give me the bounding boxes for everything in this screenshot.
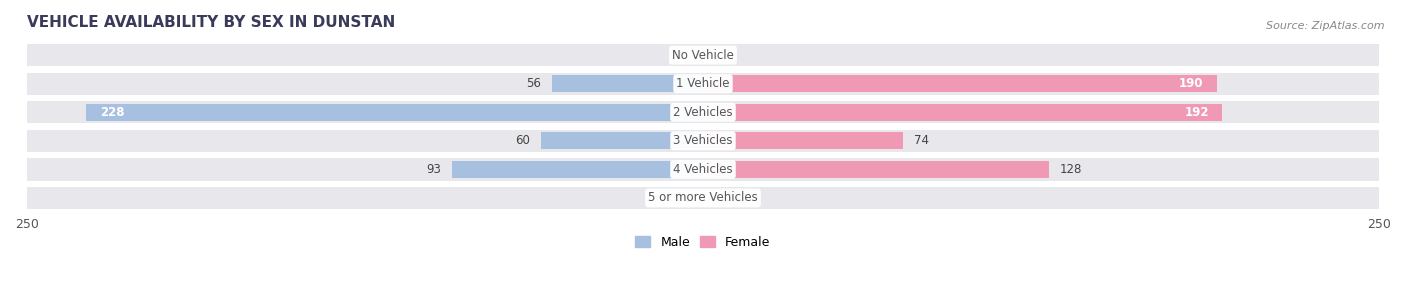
Text: 1 Vehicle: 1 Vehicle xyxy=(676,77,730,90)
Bar xyxy=(86,104,703,120)
Text: 60: 60 xyxy=(515,134,530,147)
Bar xyxy=(541,132,703,149)
Bar xyxy=(27,130,1379,152)
Text: 74: 74 xyxy=(914,134,929,147)
Bar xyxy=(703,75,1216,92)
Text: VEHICLE AVAILABILITY BY SEX IN DUNSTAN: VEHICLE AVAILABILITY BY SEX IN DUNSTAN xyxy=(27,15,395,30)
Bar xyxy=(27,187,1379,209)
Text: 0: 0 xyxy=(724,192,733,204)
Bar xyxy=(27,158,1379,181)
Text: 0: 0 xyxy=(673,192,682,204)
Text: 228: 228 xyxy=(100,106,125,119)
Text: 192: 192 xyxy=(1184,106,1209,119)
Text: 128: 128 xyxy=(1060,163,1083,176)
Bar xyxy=(703,104,1222,120)
Text: 0: 0 xyxy=(724,49,733,62)
Bar xyxy=(703,161,1049,178)
Text: 3 Vehicles: 3 Vehicles xyxy=(673,134,733,147)
Bar xyxy=(703,132,903,149)
Bar xyxy=(27,44,1379,66)
Text: 4 Vehicles: 4 Vehicles xyxy=(673,163,733,176)
Text: No Vehicle: No Vehicle xyxy=(672,49,734,62)
Text: Source: ZipAtlas.com: Source: ZipAtlas.com xyxy=(1267,21,1385,31)
Text: 2 Vehicles: 2 Vehicles xyxy=(673,106,733,119)
Bar xyxy=(27,101,1379,124)
Bar xyxy=(551,75,703,92)
Bar xyxy=(451,161,703,178)
Text: 93: 93 xyxy=(426,163,440,176)
Text: 5 or more Vehicles: 5 or more Vehicles xyxy=(648,192,758,204)
Text: 0: 0 xyxy=(673,49,682,62)
Text: 56: 56 xyxy=(526,77,541,90)
Bar xyxy=(27,73,1379,95)
Legend: Male, Female: Male, Female xyxy=(630,231,776,254)
Text: 190: 190 xyxy=(1178,77,1204,90)
